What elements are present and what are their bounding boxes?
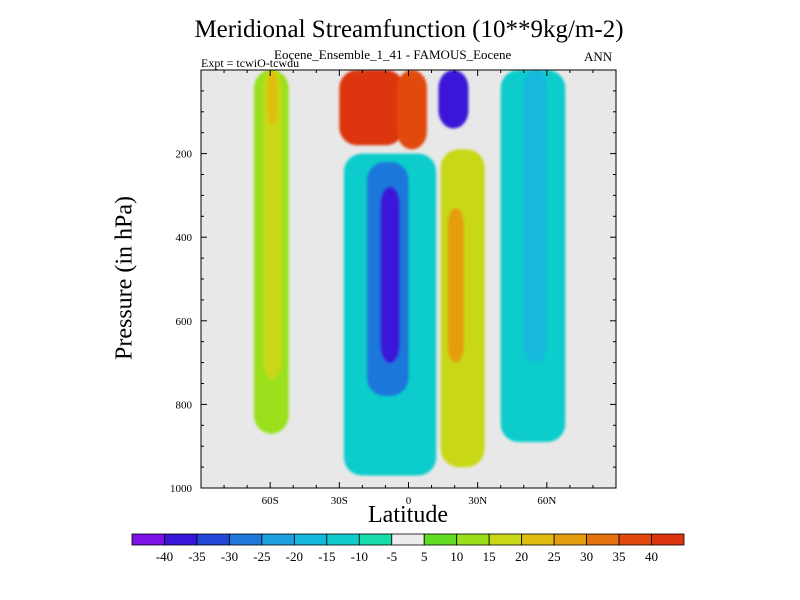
colorbar-box-5: [293, 533, 328, 546]
colorbar-box-6: [326, 533, 360, 546]
contour-cell-4: [396, 70, 427, 150]
y-tick-label-0: 200: [176, 149, 193, 161]
x-tick-label-1: 30S: [331, 495, 348, 507]
contour-cell-1: [263, 70, 282, 380]
chart-title: Meridional Streamfunction (10**9kg/m-2): [194, 16, 624, 43]
season-label: ANN: [584, 49, 613, 64]
colorbar-label-6: -10: [351, 549, 368, 564]
colorbar-box-13: [553, 533, 587, 546]
x-axis-ticks: 60S 30S 0 30N 60N: [223, 70, 594, 507]
y-tick-label-2: 600: [176, 316, 193, 328]
colorbar-label-9: 10: [450, 549, 463, 564]
colorbar-box-7: [358, 533, 393, 546]
colorbar-box-15: [618, 533, 652, 546]
colorbar-label-14: 35: [613, 549, 626, 564]
colorbar-box-14: [586, 533, 620, 546]
colorbar-box-10: [456, 533, 490, 546]
contour-cell-8: [380, 187, 400, 363]
y-tick-label-4: 1000: [170, 483, 193, 495]
y-axis-ticks: 200 400 600 800 1000: [170, 90, 616, 495]
colorbar-label-3: -25: [253, 549, 270, 564]
contour-cell-10: [447, 207, 464, 363]
colorbar-label-13: 30: [580, 549, 593, 564]
colorbar-label-8: 5: [421, 549, 428, 564]
colorbar-label-11: 20: [515, 549, 528, 564]
colorbar-label-7: -5: [386, 549, 397, 564]
colorbar-label-2: -30: [221, 549, 238, 564]
contour-field: [254, 70, 566, 476]
colorbar-box-1: [164, 533, 198, 546]
chart-subtitle: Eocene_Ensemble_1_41 - FAMOUS_Eocene: [274, 47, 512, 62]
y-tick-label-3: 800: [176, 399, 193, 411]
colorbar-label-4: -20: [286, 549, 303, 564]
contour-cell-5: [438, 70, 469, 129]
x-tick-label-0: 60S: [262, 495, 279, 507]
colorbar-box-2: [196, 533, 230, 546]
colorbar-box-3: [229, 533, 263, 546]
colorbar-box-11: [488, 533, 523, 546]
colorbar: -40 -35 -30 -25 -20 -15 -10 -5 5 10 15 20 25 30 35 40: [131, 533, 685, 564]
colorbar-box-0: [131, 533, 165, 546]
colorbar-box-16: [651, 533, 685, 546]
x-axis-label: Latitude: [368, 502, 448, 528]
colorbar-label-12: 25: [548, 549, 561, 564]
colorbar-label-5: -15: [318, 549, 335, 564]
contour-cell-2: [267, 70, 278, 125]
colorbar-label-1: -35: [188, 549, 205, 564]
x-tick-label-2: 0: [406, 495, 412, 507]
colorbar-label-0: -40: [156, 549, 173, 564]
colorbar-box-9: [423, 533, 458, 546]
y-tick-label-1: 400: [176, 232, 193, 244]
colorbar-label-15: 40: [645, 549, 658, 564]
colorbar-label-10: 15: [483, 549, 496, 564]
colorbar-box-12: [521, 533, 555, 546]
colorbar-box-8: [391, 533, 425, 546]
contour-cell-12: [523, 70, 547, 363]
contour-cell-3: [339, 70, 404, 146]
colorbar-box-4: [261, 533, 295, 546]
x-tick-label-4: 60N: [537, 495, 556, 507]
x-tick-label-3: 30N: [468, 495, 487, 507]
experiment-label: Expt = tcwiO-tcwdu: [201, 56, 300, 70]
